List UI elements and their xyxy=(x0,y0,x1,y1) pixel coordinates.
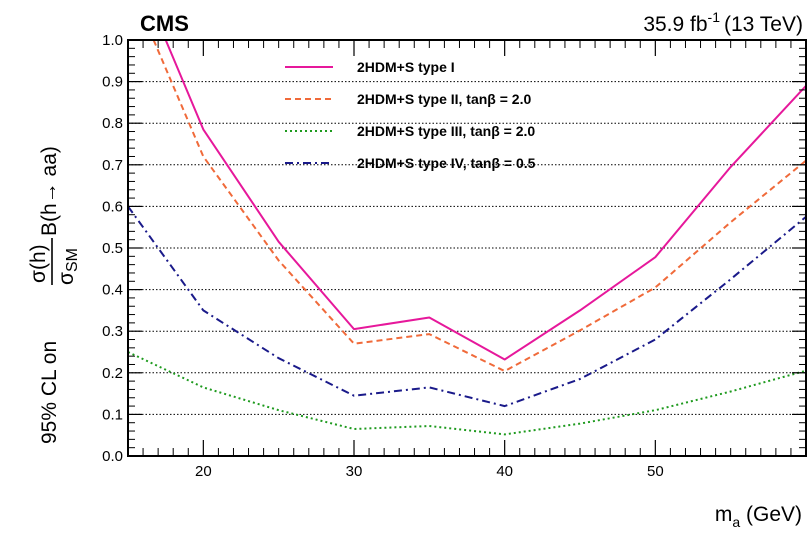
legend: 2HDM+S type I 2HDM+S type II, tanβ = 2.0 2… xyxy=(285,59,536,171)
y-tick-label: 0.9 xyxy=(102,74,123,91)
y-tick-label: 0.5 xyxy=(102,240,123,257)
legend-label-2: 2HDM+S type II, tanβ = 2.0 xyxy=(357,91,531,107)
x-axis-symbol: m xyxy=(715,503,733,526)
y-tick-label: 0.2 xyxy=(102,365,123,382)
luminosity-label: 35.9 fb-1 (13 TeV) xyxy=(643,9,803,36)
luminosity-value: 35.9 fb xyxy=(643,13,707,36)
y-tick-label: 0.1 xyxy=(102,406,123,423)
luminosity-exponent: -1 xyxy=(708,9,721,25)
x-tick-label: 40 xyxy=(496,463,513,480)
y-axis-title: 95% CL on σ(h) σSM B(h→ aa) xyxy=(27,146,81,444)
y-axis-denominator: σSM xyxy=(55,248,81,285)
y-tick-label: 0.6 xyxy=(102,198,123,215)
series-line-4 xyxy=(128,205,806,408)
x-axis-subscript: a xyxy=(732,514,740,530)
x-tick-label: 30 xyxy=(346,463,363,480)
series-line-1 xyxy=(164,40,806,361)
y-tick-label: 1.0 xyxy=(102,32,123,49)
y-tick-label: 0.0 xyxy=(102,448,123,465)
grid-lines xyxy=(128,81,806,415)
y-axis-sigma: σ xyxy=(55,272,78,285)
legend-label-3: 2HDM+S type III, tanβ = 2.0 xyxy=(357,123,535,139)
y-tick-label: 0.8 xyxy=(102,115,123,132)
y-tick-label: 0.7 xyxy=(102,157,123,174)
energy-label: (13 TeV) xyxy=(724,13,803,36)
axis-ticks: 0.0 0.1 0.2 0.3 0.4 0.5 0.6 0.7 0.8 0.9 1.0 20 30 40 5… xyxy=(102,32,807,480)
y-axis-prefix: 95% CL on xyxy=(38,341,61,444)
y-tick-label: 0.4 xyxy=(102,282,123,299)
x-axis-unit: (GeV) xyxy=(740,503,802,526)
y-axis-numerator: σ(h) xyxy=(27,244,50,283)
x-tick-label: 50 xyxy=(647,463,664,480)
y-axis-suffix: B(h→ aa) xyxy=(38,146,61,236)
legend-label-4: 2HDM+S type IV, tanβ = 0.5 xyxy=(357,155,536,171)
series-line-2 xyxy=(152,40,806,373)
plot-frame xyxy=(127,39,807,457)
x-axis-title: ma (GeV) xyxy=(715,503,802,530)
legend-label-1: 2HDM+S type I xyxy=(357,59,455,75)
y-tick-label: 0.3 xyxy=(102,323,123,340)
x-tick-label: 20 xyxy=(195,463,212,480)
series-layer xyxy=(128,40,806,436)
y-axis-sm: SM xyxy=(64,248,81,272)
experiment-label: CMS xyxy=(140,11,189,36)
